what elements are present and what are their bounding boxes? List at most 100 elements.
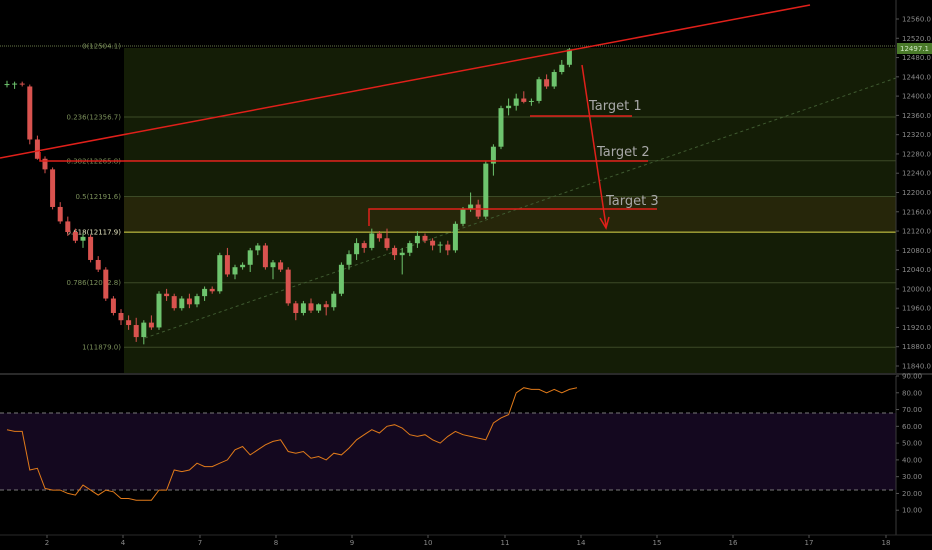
price-tick-label: 11840.0	[902, 363, 931, 371]
time-tick-label: 7	[198, 539, 202, 547]
candle-body	[361, 243, 367, 248]
rsi-tick-label: 40.00	[902, 456, 922, 464]
candle-body	[247, 250, 253, 265]
target3-line[interactable]	[368, 208, 657, 226]
candle-body	[445, 244, 451, 251]
candle-body	[452, 223, 458, 251]
candle-body	[57, 206, 63, 222]
candle-body	[384, 238, 390, 248]
fib-level-label: 1(11879.0)	[82, 344, 121, 352]
price-tick-label: 12360.0	[902, 112, 931, 120]
price-tick-label: 12080.0	[902, 247, 931, 255]
target2-line[interactable]	[39, 152, 648, 162]
price-tick-label: 11960.0	[902, 305, 931, 313]
candle	[179, 296, 185, 311]
candle	[551, 69, 557, 89]
candle	[217, 252, 223, 294]
candle	[293, 300, 299, 321]
candle	[278, 259, 284, 273]
time-tick-label: 14	[577, 539, 586, 547]
time-tick-label: 10	[424, 539, 433, 547]
candle	[270, 259, 276, 280]
price-tick-label: 12520.0	[902, 35, 931, 43]
candle-body	[103, 269, 109, 299]
fib-zones	[124, 48, 896, 373]
candle	[19, 81, 25, 87]
candle-body	[551, 72, 557, 87]
candle	[338, 262, 344, 297]
candle	[240, 262, 246, 270]
candle-body	[126, 320, 132, 326]
candle-body	[118, 312, 124, 321]
time-axis[interactable]: 2 4 7 8 9 10 11 14 15 16 17 18	[0, 534, 932, 547]
candle-body	[323, 304, 329, 308]
candle-body	[566, 49, 572, 65]
candle	[126, 315, 132, 330]
candle	[202, 286, 208, 301]
candle	[209, 286, 215, 294]
trend-dashed	[144, 77, 897, 339]
candle	[498, 105, 504, 150]
rsi-tick-label: 20.00	[902, 490, 922, 498]
candle	[384, 228, 390, 251]
candle-body	[338, 264, 344, 294]
price-tick-label: 12560.0	[902, 16, 931, 24]
dashed-trendline	[144, 77, 897, 339]
candle	[186, 293, 192, 309]
candle-body	[179, 298, 185, 309]
candle	[369, 228, 375, 251]
candle-body	[80, 236, 86, 241]
candle	[255, 243, 261, 256]
candle	[559, 59, 565, 75]
candle-body	[209, 288, 215, 292]
time-tick-label: 16	[729, 539, 738, 547]
candle	[399, 247, 405, 275]
candle	[430, 238, 436, 251]
rsi-tick-label: 70.00	[902, 406, 922, 414]
candle	[171, 293, 177, 311]
candle-body	[270, 262, 276, 268]
candle	[354, 238, 360, 260]
candle	[50, 167, 56, 210]
candle	[506, 98, 512, 116]
time-tick-label: 15	[653, 539, 662, 547]
candle-body	[50, 169, 56, 207]
candle	[316, 303, 322, 313]
fib-zone-golden	[124, 196, 896, 233]
candle-body	[285, 269, 291, 304]
candle-body	[346, 254, 352, 265]
time-tick-label: 17	[805, 539, 814, 547]
candle-body	[369, 233, 375, 248]
arrow-head	[599, 216, 610, 230]
candle	[262, 243, 268, 270]
price-axis[interactable]: 12560.0 12520.0 12480.0 12440.0 12400.0 12360…	[895, 0, 932, 373]
fib-level-label: 0.5(12191.6)	[75, 193, 121, 201]
target1-label: Target 1	[588, 99, 642, 114]
target2-label: Target 2	[596, 145, 650, 160]
candle-body	[460, 209, 466, 224]
rsi-tick-label: 10.00	[902, 507, 922, 515]
candle-body	[475, 204, 481, 217]
candle	[224, 247, 230, 277]
candle	[460, 206, 466, 227]
price-tick-label: 12280.0	[902, 150, 931, 158]
candle	[72, 228, 78, 244]
candle	[285, 267, 291, 306]
candle	[437, 241, 443, 253]
price-tick-label: 11880.0	[902, 343, 931, 351]
candles	[4, 47, 572, 345]
candle	[194, 293, 200, 308]
candle	[42, 156, 48, 174]
projection-arrow[interactable]	[581, 64, 607, 227]
candle	[414, 231, 420, 248]
candle-body	[544, 79, 550, 87]
candle	[103, 267, 109, 301]
candle-body	[316, 304, 322, 311]
candle-body	[293, 303, 299, 313]
candle	[422, 233, 428, 244]
upper-trendline[interactable]	[0, 4, 811, 159]
candle	[521, 91, 527, 104]
candle	[323, 300, 329, 316]
candle-body	[506, 105, 512, 109]
